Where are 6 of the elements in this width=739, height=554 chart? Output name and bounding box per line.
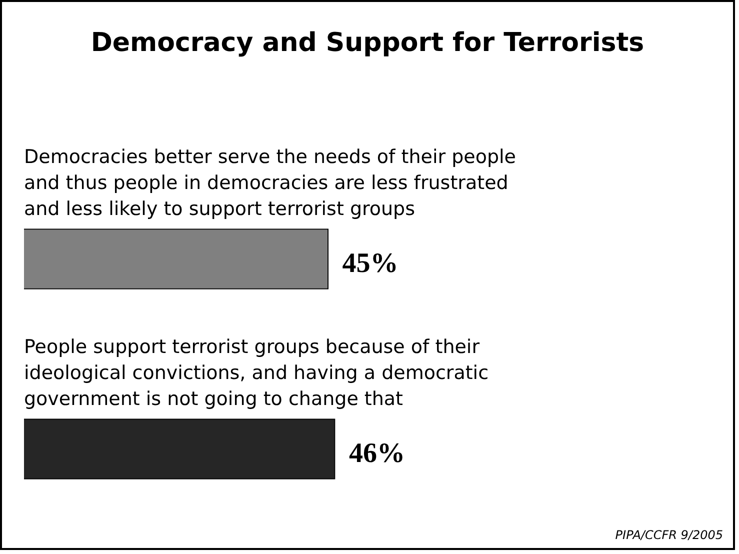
chart-title: Democracy and Support for Terrorists [90,27,646,60]
data-label: 46% [348,438,405,470]
y-tick-label: People support terrorist groups because of their ideological convictions, and having a democratic government is not going to change that [24,336,489,410]
text: PIPA/CCFR 9/2005 [615,528,723,542]
y-tick-label: Democracies better serve the needs of their people and thus people in democracies are less frustrated and less likely to support terrorist groups [24,146,516,220]
data-label: 45% [342,248,398,280]
